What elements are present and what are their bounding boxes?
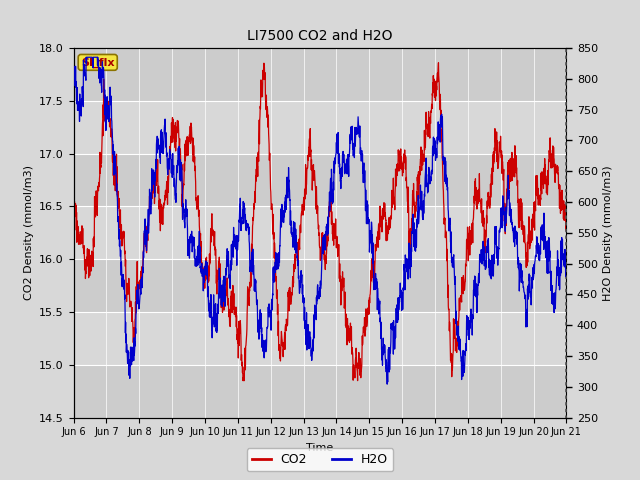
Title: LI7500 CO2 and H2O: LI7500 CO2 and H2O bbox=[247, 29, 393, 43]
Bar bbox=[74, 154, 566, 206]
Y-axis label: CO2 Density (mmol/m3): CO2 Density (mmol/m3) bbox=[24, 165, 33, 300]
X-axis label: Time: Time bbox=[307, 443, 333, 453]
Bar bbox=[74, 206, 566, 259]
Bar bbox=[74, 312, 566, 365]
Legend: CO2, H2O: CO2, H2O bbox=[247, 448, 393, 471]
Text: SI_flx: SI_flx bbox=[81, 57, 115, 68]
Bar bbox=[74, 48, 566, 101]
Bar bbox=[74, 259, 566, 312]
Bar bbox=[74, 101, 566, 154]
Y-axis label: H2O Density (mmol/m3): H2O Density (mmol/m3) bbox=[604, 165, 614, 300]
Bar bbox=[74, 365, 566, 418]
